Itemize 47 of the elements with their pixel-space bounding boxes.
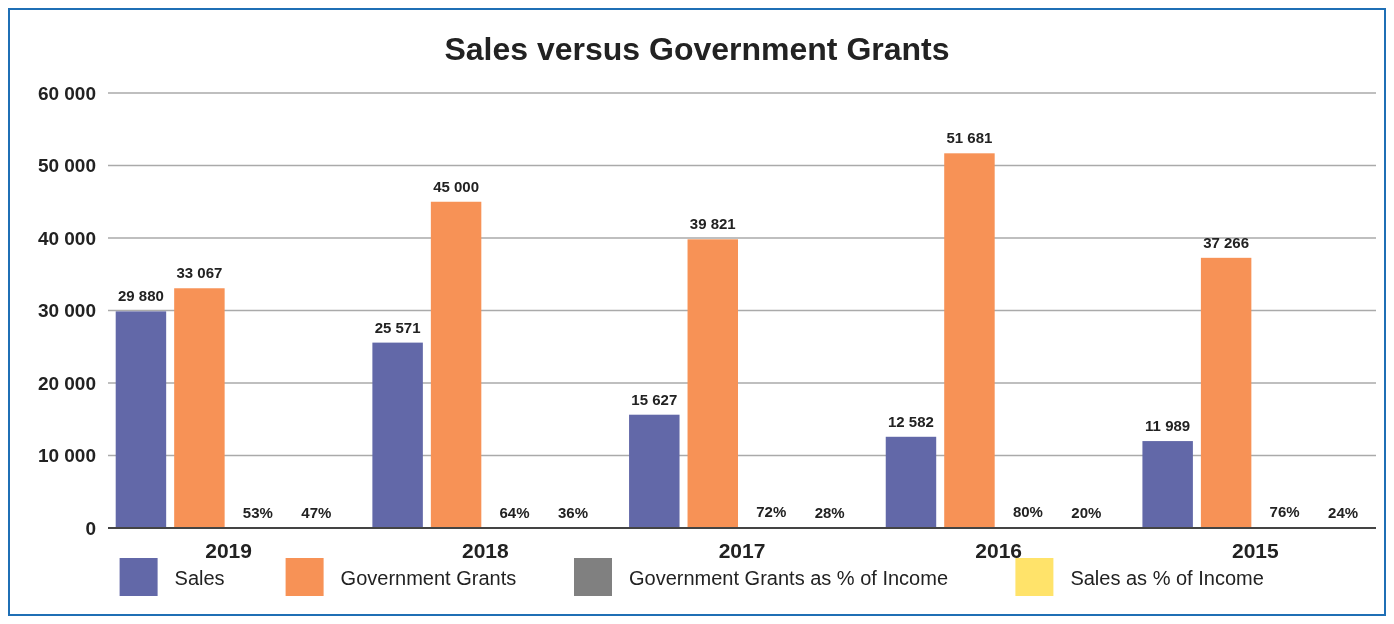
data-label: 39 821 bbox=[689, 215, 736, 233]
data-label: 24% bbox=[1328, 503, 1359, 521]
data-label: 25 571 bbox=[374, 318, 421, 336]
data-label: 47% bbox=[301, 503, 332, 521]
data-label: 72% bbox=[756, 503, 787, 521]
data-label: 53% bbox=[242, 503, 273, 521]
legend-label: Sales bbox=[174, 567, 225, 589]
bar bbox=[944, 153, 995, 528]
data-label: 64% bbox=[499, 503, 530, 521]
data-label: 20% bbox=[1071, 503, 1102, 521]
y-tick-label: 20 000 bbox=[37, 372, 96, 394]
x-tick-label: 2017 bbox=[718, 539, 766, 562]
chart-title: Sales versus Government Grants bbox=[444, 31, 950, 67]
bar bbox=[885, 436, 937, 528]
y-tick-label: 50 000 bbox=[37, 155, 96, 177]
legend-label: Sales as % of Income bbox=[1070, 567, 1264, 589]
data-label: 12 582 bbox=[888, 412, 934, 430]
bar bbox=[372, 342, 423, 528]
data-label: 36% bbox=[558, 503, 589, 521]
legend-label: Government Grants as % of Income bbox=[629, 567, 949, 589]
y-tick-label: 0 bbox=[85, 517, 96, 539]
bar bbox=[1200, 257, 1252, 528]
data-label: 11 989 bbox=[1145, 417, 1191, 435]
data-label: 45 000 bbox=[433, 177, 480, 195]
x-tick-label: 2019 bbox=[205, 539, 252, 562]
bar bbox=[174, 288, 225, 528]
bar bbox=[1142, 441, 1193, 528]
data-label: 80% bbox=[1012, 503, 1043, 521]
x-tick-label: 2016 bbox=[975, 539, 1023, 562]
y-tick-label: 30 000 bbox=[37, 300, 96, 322]
y-tick-label: 40 000 bbox=[37, 227, 96, 249]
data-label: 37 266 bbox=[1203, 233, 1250, 251]
data-label: 76% bbox=[1269, 503, 1300, 521]
data-label: 29 880 bbox=[117, 287, 164, 305]
y-tick-label: 10 000 bbox=[37, 445, 96, 467]
bar bbox=[687, 239, 738, 528]
bar bbox=[629, 414, 680, 528]
x-tick-label: 2018 bbox=[461, 539, 509, 562]
bar bbox=[115, 311, 167, 528]
data-label: 51 681 bbox=[946, 129, 993, 147]
data-label: 33 067 bbox=[176, 264, 223, 282]
x-tick-label: 2015 bbox=[1232, 539, 1280, 562]
data-label: 15 627 bbox=[631, 390, 678, 408]
legend-label: Government Grants bbox=[340, 567, 517, 589]
data-label: 28% bbox=[814, 503, 845, 521]
bar bbox=[430, 201, 482, 528]
y-tick-label: 60 000 bbox=[37, 82, 96, 104]
